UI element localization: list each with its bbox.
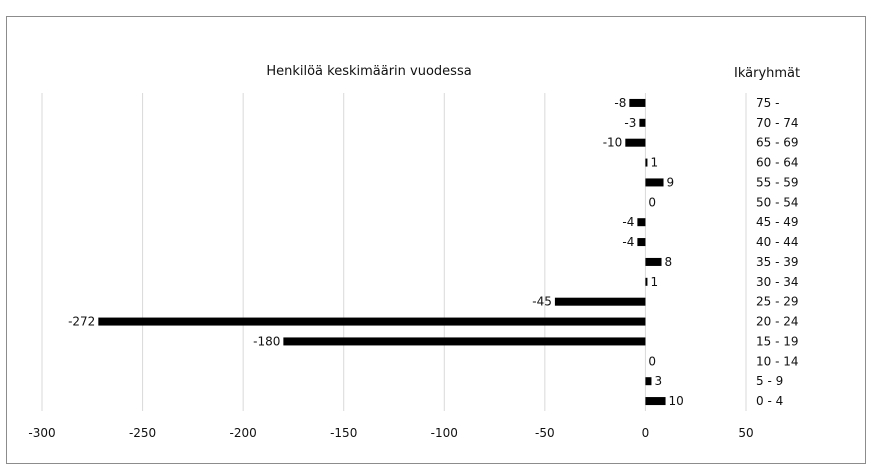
category-label: 30 - 34 — [756, 275, 799, 289]
category-label: 75 - — [756, 96, 779, 110]
bar — [645, 257, 662, 266]
category-label: 65 - 69 — [756, 136, 799, 150]
bar — [645, 277, 648, 286]
x-tick-label: -300 — [28, 426, 55, 440]
bar — [645, 178, 664, 187]
chart-title: Henkilöä keskimäärin vuodessa — [266, 64, 471, 79]
category-label: 55 - 59 — [756, 175, 799, 189]
gridlines — [41, 93, 747, 411]
data-label: 0 — [648, 354, 656, 368]
x-tick-label: -100 — [431, 426, 458, 440]
bar — [283, 337, 646, 346]
bar — [625, 138, 646, 147]
bars — [98, 98, 666, 406]
bar — [645, 377, 652, 386]
category-label: 0 - 4 — [756, 394, 783, 408]
data-label: 10 — [669, 394, 684, 408]
bar — [629, 98, 646, 107]
x-tick-label: -250 — [129, 426, 156, 440]
bar — [645, 397, 666, 406]
bar — [637, 238, 646, 247]
category-label: 45 - 49 — [756, 215, 799, 229]
category-label: 35 - 39 — [756, 255, 799, 269]
category-label: 40 - 44 — [756, 235, 799, 249]
bar — [639, 118, 646, 127]
category-axis-title: Ikäryhmät — [734, 66, 800, 81]
category-label: 10 - 14 — [756, 354, 799, 368]
data-label: -4 — [622, 215, 634, 229]
data-label: 9 — [667, 175, 675, 189]
data-label: -8 — [614, 96, 626, 110]
data-label: 0 — [648, 195, 656, 209]
x-tick-label: -150 — [330, 426, 357, 440]
x-tick-label: 50 — [738, 426, 753, 440]
data-label: 3 — [654, 374, 662, 388]
x-tick-label: -50 — [535, 426, 555, 440]
bar — [98, 317, 646, 326]
data-label: -180 — [253, 334, 280, 348]
data-label: -45 — [532, 295, 552, 309]
category-label: 60 - 64 — [756, 156, 799, 170]
category-label: 20 - 24 — [756, 315, 799, 329]
category-label: 50 - 54 — [756, 195, 799, 209]
data-label: 1 — [650, 275, 658, 289]
category-label: 25 - 29 — [756, 295, 799, 309]
chart-frame: -8 -3 -10 1 9 0 -4 -4 8 1 -45 -272 -180 0 3 10 75 -70 -… — [6, 16, 866, 464]
data-label: 1 — [650, 156, 658, 170]
category-labels: 75 - 70 - 74 65 - 69 60 - 64 55 - 59 50 - 54 4… — [756, 96, 799, 408]
data-label: 8 — [665, 255, 673, 269]
category-label: 5 - 9 — [756, 374, 783, 388]
data-label: -10 — [603, 136, 623, 150]
data-label: -4 — [622, 235, 634, 249]
data-label: -3 — [624, 116, 636, 130]
bar — [554, 297, 646, 306]
category-label: 15 - 19 — [756, 334, 799, 348]
x-tick-label: -200 — [230, 426, 257, 440]
x-tick-labels: -300 -250 -200 -150 -100 -50 0 50 — [28, 426, 753, 440]
bar — [645, 158, 648, 167]
data-label: -272 — [68, 315, 95, 329]
x-tick-label: 0 — [642, 426, 650, 440]
category-label: 70 - 74 — [756, 116, 799, 130]
bar — [637, 218, 646, 227]
